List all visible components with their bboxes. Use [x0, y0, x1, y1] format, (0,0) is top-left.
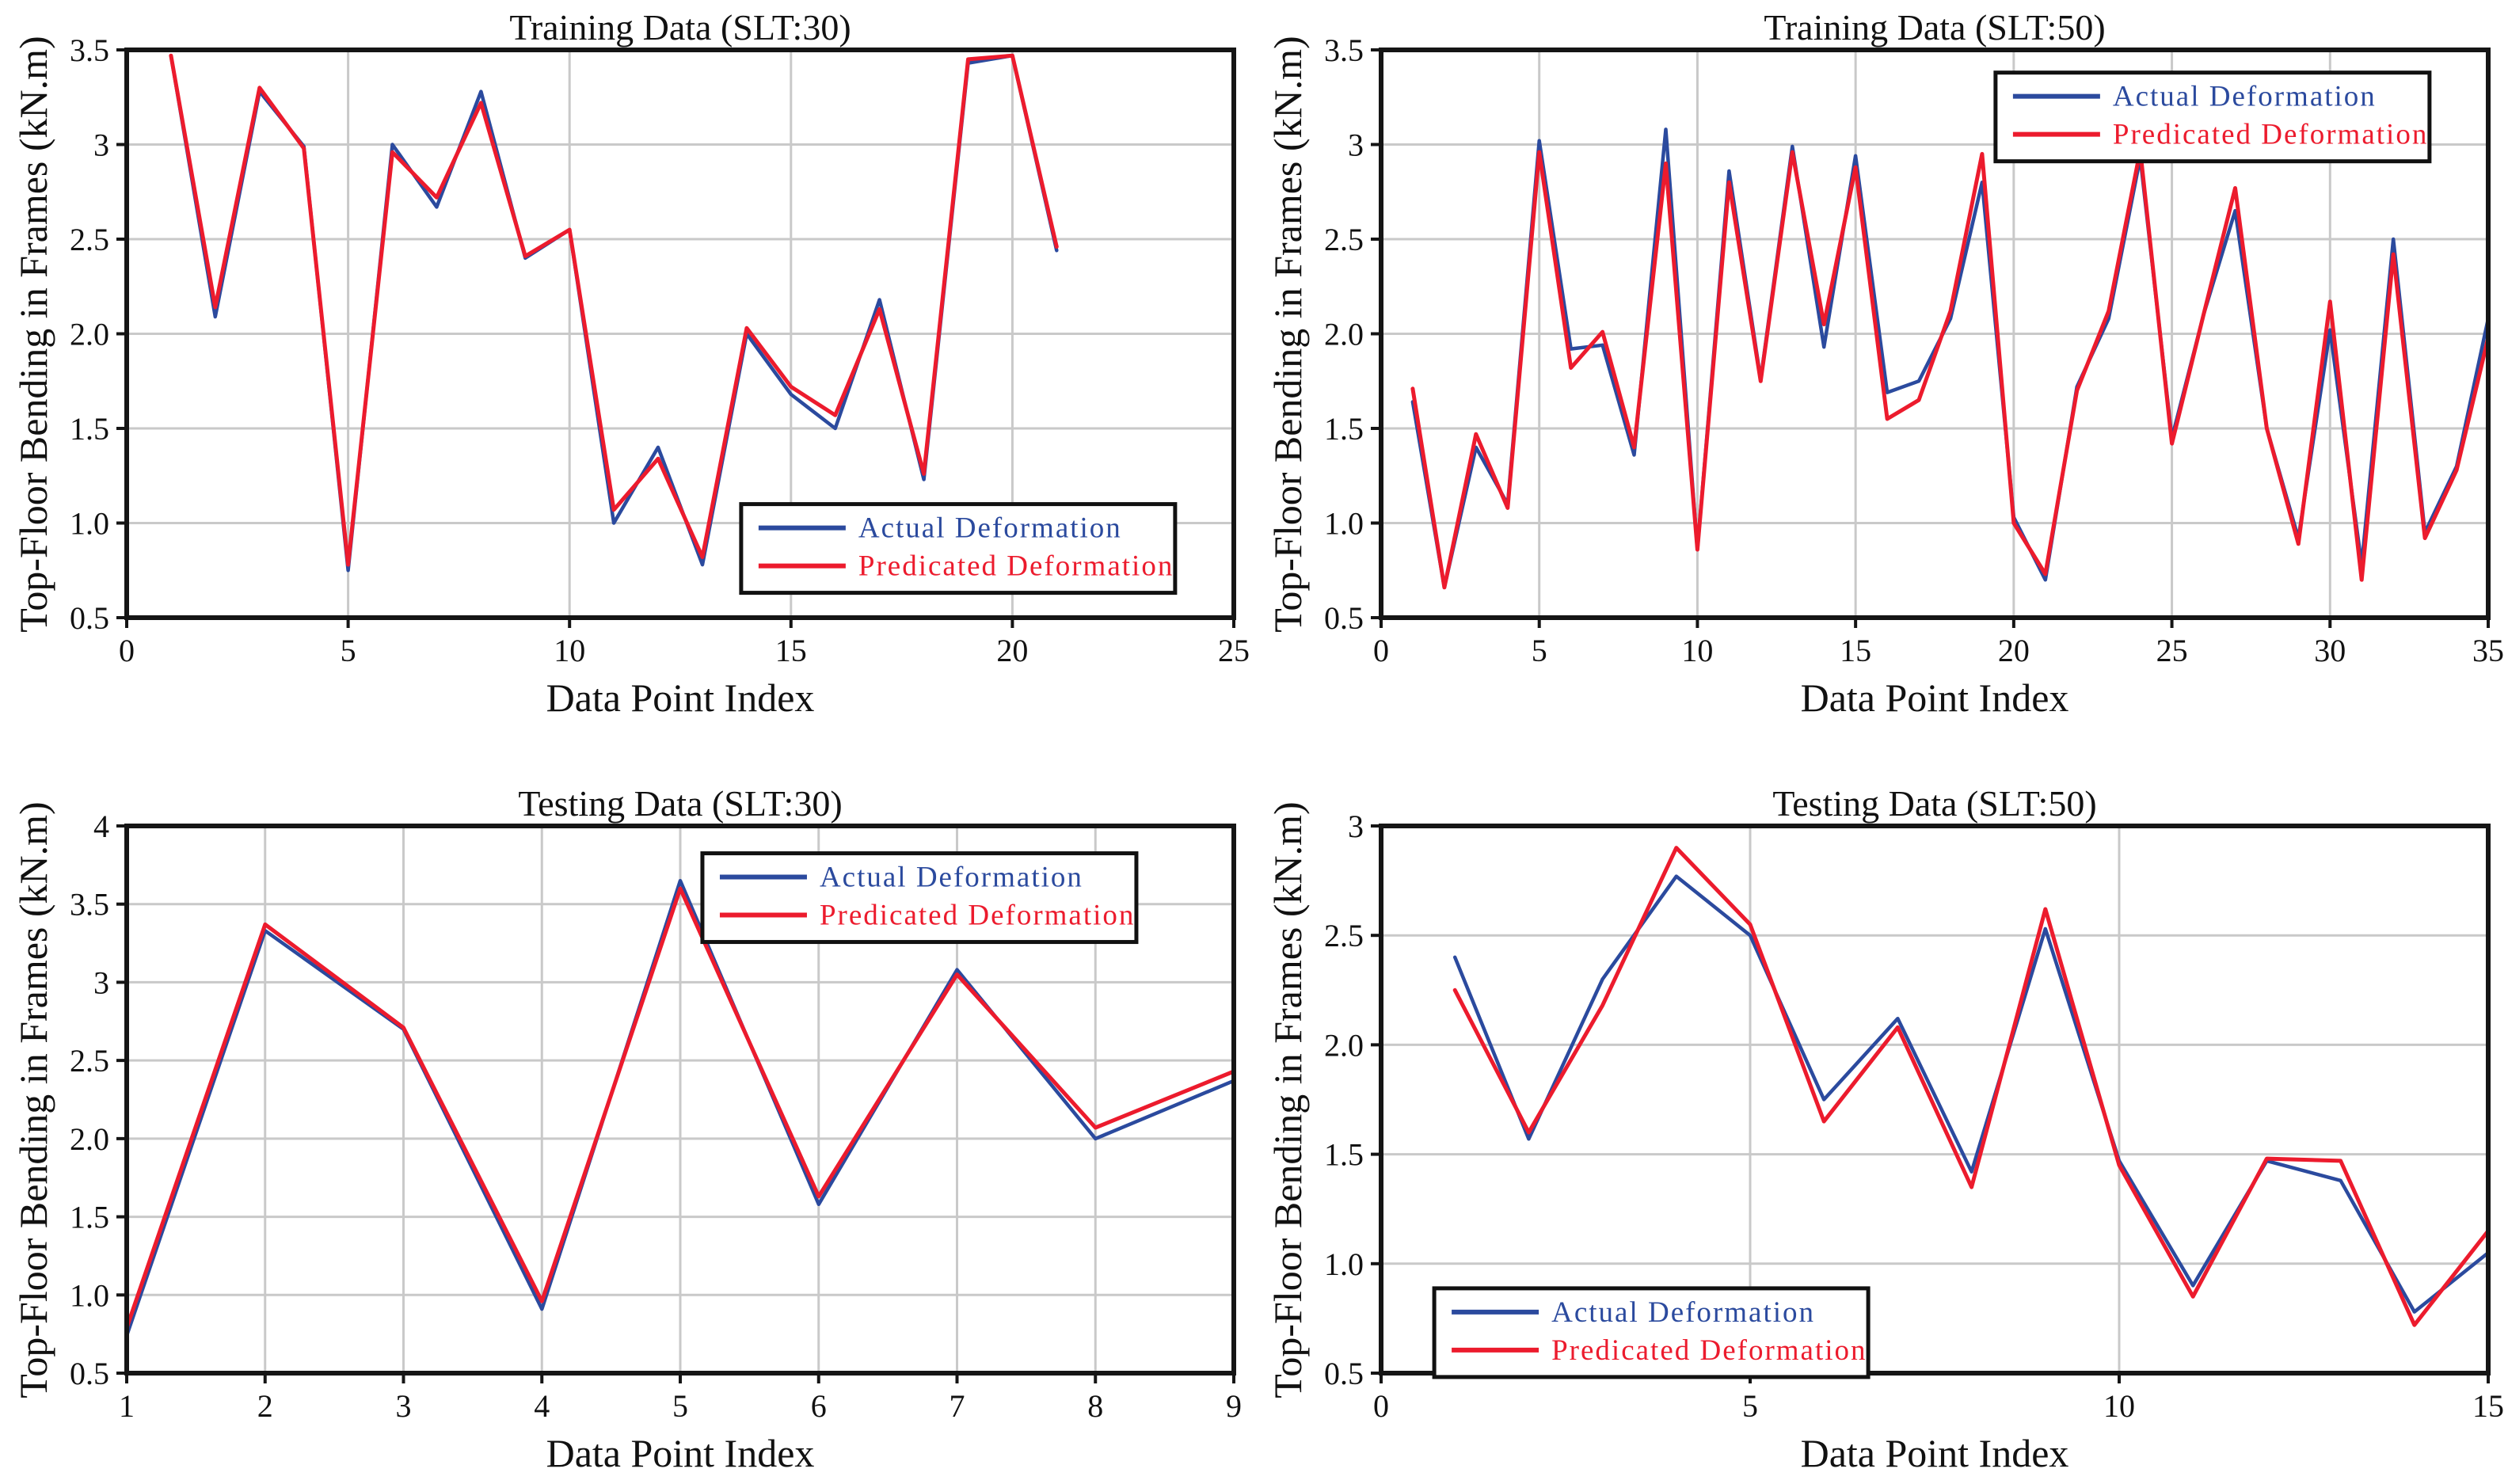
y-tick-label: 0.5 — [1324, 600, 1364, 636]
x-tick-label: 10 — [1681, 633, 1713, 668]
chart-title: Testing Data (SLT:50) — [1772, 783, 2097, 824]
x-tick-label: 5 — [341, 633, 356, 668]
series-line-actual — [169, 53, 1059, 573]
legend-entry-predicated: Predicated Deformation — [858, 550, 1174, 583]
x-tick-label: 0 — [119, 633, 135, 668]
legend-entry-predicated: Predicated Deformation — [1551, 1334, 1867, 1367]
x-tick-label: 15 — [775, 633, 807, 668]
chart-training-slt50: 0 5 10 15 20 25 30 35 0.5 1.0 1.5 2.0 2.5 3 3.5 Actual … — [1254, 0, 2508, 742]
chart-training-slt30: 0 5 10 15 20 25 0.5 1.0 1.5 2.0 2.5 3 3.5 Actual Defo… — [0, 0, 1254, 742]
x-tick-label: 6 — [811, 1388, 827, 1424]
x-tick-label: 35 — [2472, 633, 2504, 668]
x-axis-label: Data Point Index — [546, 675, 815, 720]
y-tick-label: 1.5 — [70, 411, 109, 447]
y-tick-label: 2.0 — [70, 1121, 109, 1157]
legend-entry-actual: Actual Deformation — [858, 512, 1122, 545]
y-tick-label: 1.0 — [1324, 1246, 1364, 1282]
y-tick-label: 1.0 — [70, 1277, 109, 1313]
y-axis-label: Top-Floor Bending in Frames (kN.m) — [11, 801, 55, 1398]
x-tick-label: 4 — [534, 1388, 550, 1424]
x-tick-label: 15 — [1840, 633, 1871, 668]
x-tick-label: 5 — [672, 1388, 688, 1424]
y-tick-label: 2.5 — [70, 1043, 109, 1079]
legend-box: Actual Deformation Predicated Deformation — [1432, 1286, 1871, 1379]
x-tick-label: 5 — [1532, 633, 1547, 668]
chart-testing-slt50: 0 5 10 15 0.5 1.0 1.5 2.0 2.5 3 Actual Deformation… — [1254, 742, 2508, 1484]
y-tick-label: 0.5 — [1324, 1356, 1364, 1391]
chart-training-slt50-plot: 0 5 10 15 20 25 30 35 0.5 1.0 1.5 2.0 2.5 3 3.5 Actual … — [1324, 32, 2504, 668]
y-axis-label: Top-Floor Bending in Frames (kN.m) — [11, 35, 55, 633]
series-line-predicated — [124, 886, 1236, 1330]
chart-title: Training Data (SLT:50) — [1764, 7, 2106, 48]
y-tick-label: 1.0 — [70, 506, 109, 542]
x-axis-label: Data Point Index — [1800, 675, 2069, 720]
y-tick-label: 4 — [93, 809, 109, 844]
x-tick-label: 8 — [1087, 1388, 1103, 1424]
series-line-actual — [1410, 127, 2491, 590]
y-tick-label: 3 — [93, 127, 109, 163]
x-axis-label: Data Point Index — [546, 1431, 815, 1475]
legend-entry-predicated: Predicated Deformation — [2113, 119, 2428, 151]
chart-testing-slt30: 1 2 3 4 5 6 7 8 9 0.5 1.0 1.5 2.0 2.5 3 3.5 4 Actual Defo… — [0, 742, 1254, 1484]
y-tick-label: 2.0 — [70, 317, 109, 352]
chart-training-slt30-plot: 0 5 10 15 20 25 0.5 1.0 1.5 2.0 2.5 3 3.5 Actual Defo… — [70, 32, 1250, 668]
x-tick-label: 15 — [2472, 1388, 2504, 1424]
y-tick-label: 2.0 — [1324, 317, 1364, 352]
chart-title: Training Data (SLT:30) — [509, 7, 851, 48]
y-tick-label: 2.0 — [1324, 1027, 1364, 1063]
y-tick-label: 3 — [93, 965, 109, 1000]
series-line-predicated — [169, 53, 1059, 567]
x-tick-label: 20 — [996, 633, 1028, 668]
legend-entry-actual: Actual Deformation — [820, 862, 1083, 894]
series-line-predicated — [1452, 846, 2491, 1327]
y-tick-label: 3.5 — [70, 887, 109, 923]
y-tick-label: 1.0 — [1324, 506, 1364, 542]
x-tick-label: 30 — [2314, 633, 2346, 668]
x-tick-label: 25 — [1218, 633, 1250, 668]
x-axis-label: Data Point Index — [1800, 1431, 2069, 1475]
legend-entry-actual: Actual Deformation — [1551, 1296, 1815, 1329]
x-tick-label: 0 — [1373, 633, 1389, 668]
legend-entry-predicated: Predicated Deformation — [820, 900, 1135, 932]
x-tick-label: 7 — [950, 1388, 965, 1424]
y-tick-label: 3.5 — [1324, 32, 1364, 68]
series-line-actual — [1452, 874, 2491, 1314]
y-tick-label: 0.5 — [70, 600, 109, 636]
legend-entry-actual: Actual Deformation — [2113, 81, 2377, 113]
x-tick-label: 3 — [396, 1388, 412, 1424]
series-line-actual — [124, 878, 1236, 1338]
x-tick-label: 5 — [1742, 1388, 1758, 1424]
x-tick-label: 10 — [2103, 1388, 2135, 1424]
x-tick-label: 1 — [119, 1388, 135, 1424]
x-tick-label: 25 — [2156, 633, 2188, 668]
chart-testing-slt30-plot: 1 2 3 4 5 6 7 8 9 0.5 1.0 1.5 2.0 2.5 3 3.5 4 Actual Defo… — [70, 809, 1242, 1424]
x-tick-label: 0 — [1373, 1388, 1389, 1424]
chart-testing-slt50-plot: 0 5 10 15 0.5 1.0 1.5 2.0 2.5 3 Actual Deformation… — [1324, 809, 2504, 1424]
y-tick-label: 3 — [1348, 127, 1364, 163]
series-line-predicated — [1410, 148, 2491, 590]
legend-box: Actual Deformation Predicated Deformation — [739, 502, 1178, 596]
y-tick-label: 2.5 — [1324, 222, 1364, 257]
y-tick-label: 1.5 — [1324, 411, 1364, 447]
y-tick-label: 3 — [1348, 809, 1364, 844]
legend-box: Actual Deformation Predicated Deformation — [700, 851, 1139, 945]
chart-title: Testing Data (SLT:30) — [518, 783, 843, 824]
y-tick-label: 0.5 — [70, 1356, 109, 1391]
y-tick-label: 2.5 — [70, 222, 109, 257]
x-tick-label: 9 — [1226, 1388, 1242, 1424]
x-tick-label: 10 — [554, 633, 585, 668]
y-tick-label: 2.5 — [1324, 918, 1364, 953]
legend-box: Actual Deformation Predicated Deformation — [1993, 70, 2432, 164]
y-tick-label: 3.5 — [70, 32, 109, 68]
x-tick-label: 20 — [1998, 633, 2030, 668]
y-axis-label: Top-Floor Bending in Frames (kN.m) — [1265, 35, 1310, 633]
y-tick-label: 1.5 — [1324, 1137, 1364, 1173]
x-tick-label: 2 — [257, 1388, 273, 1424]
y-tick-label: 1.5 — [70, 1200, 109, 1235]
y-axis-label: Top-Floor Bending in Frames (kN.m) — [1265, 801, 1310, 1398]
